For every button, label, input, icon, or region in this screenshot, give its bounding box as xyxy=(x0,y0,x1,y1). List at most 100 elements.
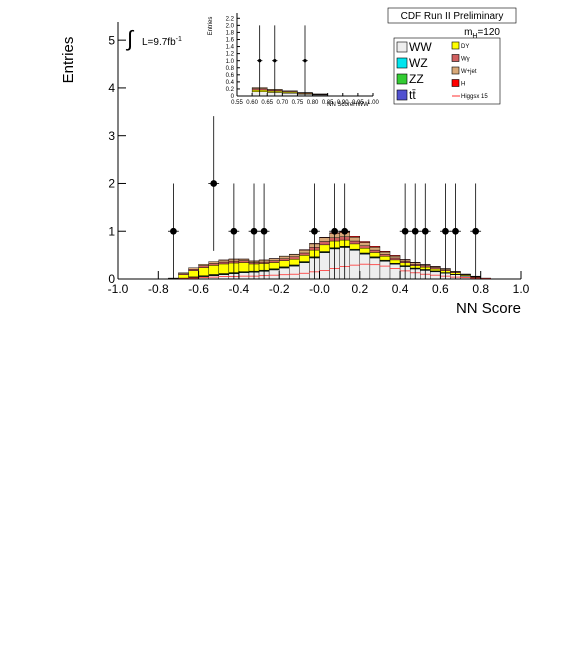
lumi-text: L=9.7fb xyxy=(142,37,176,48)
stack-bar xyxy=(219,262,229,264)
stack-bar xyxy=(350,241,360,244)
legend-label: ZZ xyxy=(409,72,424,86)
stack-bar xyxy=(320,245,330,252)
x-axis-label: NN Score xyxy=(456,300,521,317)
x-tick-label: -0.8 xyxy=(148,282,169,296)
stack-bar xyxy=(350,250,360,279)
data-point xyxy=(472,228,479,235)
stack-bar xyxy=(350,237,360,241)
y-tick-label: 2 xyxy=(108,177,115,191)
x-tick-label: 1.00 xyxy=(367,100,379,106)
stack-bar xyxy=(370,246,380,247)
x-tick-label: 0.4 xyxy=(392,282,409,296)
legend-swatch xyxy=(452,42,459,49)
stack-bar xyxy=(279,261,289,267)
stack-bar xyxy=(282,91,297,92)
stack-bar xyxy=(279,259,289,261)
stack-bar xyxy=(299,250,309,253)
stack-bar xyxy=(189,271,199,277)
data-point xyxy=(331,228,338,235)
x-tick-label: 0.90 xyxy=(337,100,349,106)
stack-bar xyxy=(360,254,370,279)
stack-bar xyxy=(370,258,380,279)
stack-bar xyxy=(430,268,440,269)
stack-bar xyxy=(289,257,299,259)
x-tick-label: -1.0 xyxy=(108,282,129,296)
legend-label: Wγ xyxy=(461,57,470,63)
stack-bar xyxy=(380,256,390,260)
stack-bar xyxy=(370,247,380,250)
stack-bar xyxy=(209,262,219,264)
y-tick-label: 4 xyxy=(108,81,115,95)
x-tick-label: 0.80 xyxy=(307,100,319,106)
stack-bar xyxy=(320,242,330,245)
y-tick-label: 1.2 xyxy=(226,52,235,58)
x-tick-label: 0.6 xyxy=(432,282,449,296)
stack-bar xyxy=(370,252,380,256)
lumi-sup: -1 xyxy=(176,36,182,43)
legend-swatch xyxy=(397,90,407,100)
y-axis-label: Entries xyxy=(60,37,77,84)
stack-bar xyxy=(360,242,370,245)
data-point xyxy=(452,228,459,235)
stack-bar xyxy=(178,275,188,278)
stack-bar xyxy=(289,254,299,256)
stack-bar xyxy=(239,261,249,263)
mass-rest: =120 xyxy=(477,27,500,38)
legend-swatch xyxy=(397,42,407,52)
data-point xyxy=(261,228,268,235)
legend-swatch xyxy=(397,58,407,68)
legend-swatch xyxy=(452,67,459,74)
y-tick-label: 3 xyxy=(108,129,115,143)
y-tick-label: 5 xyxy=(108,33,115,47)
stack-bar xyxy=(299,263,309,279)
legend-swatch xyxy=(397,74,407,84)
x-tick-label: -0.4 xyxy=(229,282,250,296)
y-tick-label: 1 xyxy=(108,224,115,238)
stack-bar xyxy=(370,250,380,252)
y-tick-label: 1.8 xyxy=(226,31,235,37)
data-point xyxy=(442,228,449,235)
stack-bar xyxy=(390,255,400,256)
stack-bar xyxy=(360,246,370,248)
stack-bar xyxy=(199,268,209,276)
stack-bar xyxy=(350,244,360,249)
stack-bar xyxy=(360,248,370,253)
stack-bar xyxy=(320,253,330,279)
stack-bar xyxy=(279,268,289,279)
stack-bar xyxy=(239,259,249,260)
x-tick-label: 0.65 xyxy=(261,100,273,106)
data-point xyxy=(170,228,177,235)
stack-bar xyxy=(199,264,209,265)
data-point xyxy=(303,59,306,62)
x-tick-label: 0.70 xyxy=(276,100,288,106)
data-point xyxy=(210,180,217,187)
data-point xyxy=(402,228,409,235)
data-point xyxy=(341,228,348,235)
chart-title: CDF Run II Preliminary xyxy=(401,11,504,22)
y-tick-label: 1.6 xyxy=(226,38,235,44)
legend-label: W+jet xyxy=(461,69,477,75)
stack-bar xyxy=(380,254,390,256)
x-tick-label: -0.2 xyxy=(269,282,290,296)
stack-bar xyxy=(289,266,299,279)
data-point xyxy=(311,228,318,235)
stack-bar xyxy=(390,264,400,279)
stack-bar xyxy=(430,269,440,271)
legend-label: H xyxy=(461,82,465,88)
stack-bar xyxy=(219,260,229,262)
stack-bar xyxy=(219,264,229,274)
data-point xyxy=(422,228,429,235)
stack-bar xyxy=(269,263,279,269)
inset-y-label: Entries xyxy=(208,17,214,36)
y-tick-label: 1.0 xyxy=(226,59,235,65)
x-tick-label: 0.8 xyxy=(472,282,489,296)
stack-bar xyxy=(289,259,299,265)
stack-bar xyxy=(199,266,209,268)
y-tick-label: 1.4 xyxy=(226,45,235,51)
stack-bar xyxy=(209,263,219,265)
x-tick-label: 0.85 xyxy=(322,100,334,106)
stack-bar xyxy=(269,270,279,279)
x-tick-label: 0.95 xyxy=(352,100,364,106)
